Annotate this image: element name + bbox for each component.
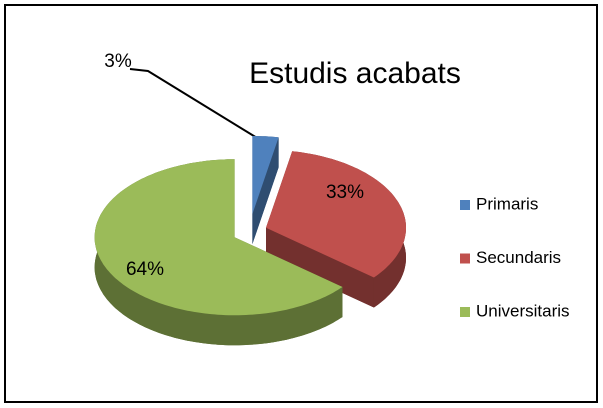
data-label: 33% [326,182,364,203]
leader-line [129,68,263,142]
legend-swatch [460,307,470,317]
legend-swatch [460,200,470,210]
legend-swatch [460,253,470,264]
slice [94,159,343,316]
legend-label: Primaris [476,194,538,213]
slice-side [266,227,374,308]
slice [266,151,406,278]
slice-side [94,159,343,346]
chart-title: Estudis acabats [249,57,461,90]
slice [252,136,279,214]
legend-label: Secundaris [476,248,561,267]
legend-label: Universitaris [476,301,570,320]
data-label: 64% [126,259,164,280]
data-label: 3% [104,51,132,72]
